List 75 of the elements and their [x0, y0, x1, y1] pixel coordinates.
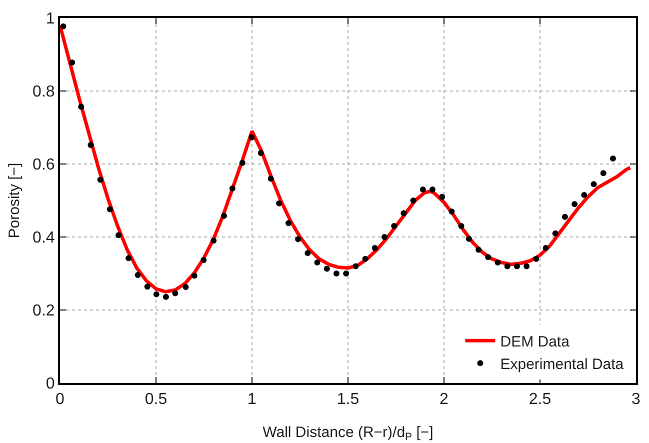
point [239, 160, 246, 166]
point [162, 294, 169, 300]
point [485, 254, 492, 260]
point [276, 200, 282, 206]
point [69, 60, 76, 66]
x-tick-label: 1.5 [336, 391, 360, 408]
point [524, 263, 530, 270]
point [295, 236, 302, 242]
point [144, 284, 150, 290]
point [600, 170, 606, 176]
point [97, 176, 104, 183]
point [410, 198, 416, 204]
point [381, 234, 388, 240]
point [533, 256, 540, 262]
point [172, 290, 178, 296]
point [153, 291, 160, 298]
point [134, 272, 141, 278]
point [116, 232, 122, 238]
point [466, 236, 472, 242]
point [448, 208, 455, 214]
y-tick-label: 0.2 [32, 302, 55, 320]
point [60, 23, 66, 30]
point [581, 192, 588, 198]
point [429, 186, 436, 193]
point [268, 176, 274, 182]
point [372, 244, 378, 251]
y-tick-label: 0.4 [32, 230, 55, 247]
point [552, 230, 558, 236]
point [210, 238, 217, 244]
point [391, 223, 398, 230]
point [258, 150, 264, 156]
point [78, 104, 84, 110]
point [314, 260, 320, 266]
point [324, 266, 330, 272]
point [126, 255, 132, 262]
point [88, 142, 94, 148]
point [343, 270, 350, 276]
point [504, 263, 510, 270]
point [514, 263, 520, 270]
x-tick-label: 2.5 [528, 391, 552, 408]
point [494, 260, 501, 266]
point [542, 244, 549, 251]
y-tick-label: 0.6 [32, 156, 55, 174]
point [304, 250, 311, 256]
x-tick-label: 1 [248, 391, 257, 408]
point [333, 270, 340, 276]
y-tick-label: 0 [46, 376, 55, 393]
point [562, 214, 568, 220]
point [572, 201, 578, 208]
legend-label: DEM Data [500, 333, 570, 350]
y-tick-label: 0.8 [32, 84, 55, 101]
point [191, 272, 198, 279]
point [285, 220, 292, 226]
point [352, 263, 359, 270]
point [106, 206, 113, 212]
point [400, 210, 407, 216]
point [220, 212, 227, 219]
legend-label: Experimental Data [500, 356, 624, 373]
point [200, 257, 207, 263]
point [362, 256, 368, 262]
point [476, 246, 482, 253]
point [610, 156, 616, 162]
point [439, 194, 446, 200]
x-tick-label: 0.5 [144, 391, 168, 408]
point [248, 134, 255, 140]
point [590, 181, 597, 188]
point [420, 186, 426, 193]
point [182, 284, 189, 290]
x-tick-label: 2 [440, 391, 449, 408]
point [458, 223, 464, 230]
y-tick-label: 1 [46, 10, 55, 28]
y-axis-title: Porosity [−] [6, 162, 23, 238]
point [229, 185, 236, 192]
x-axis-title: Wall Distance (R−r)/d$_{P}$ [−] [262, 424, 434, 443]
x-tick-label: 3 [632, 391, 641, 408]
